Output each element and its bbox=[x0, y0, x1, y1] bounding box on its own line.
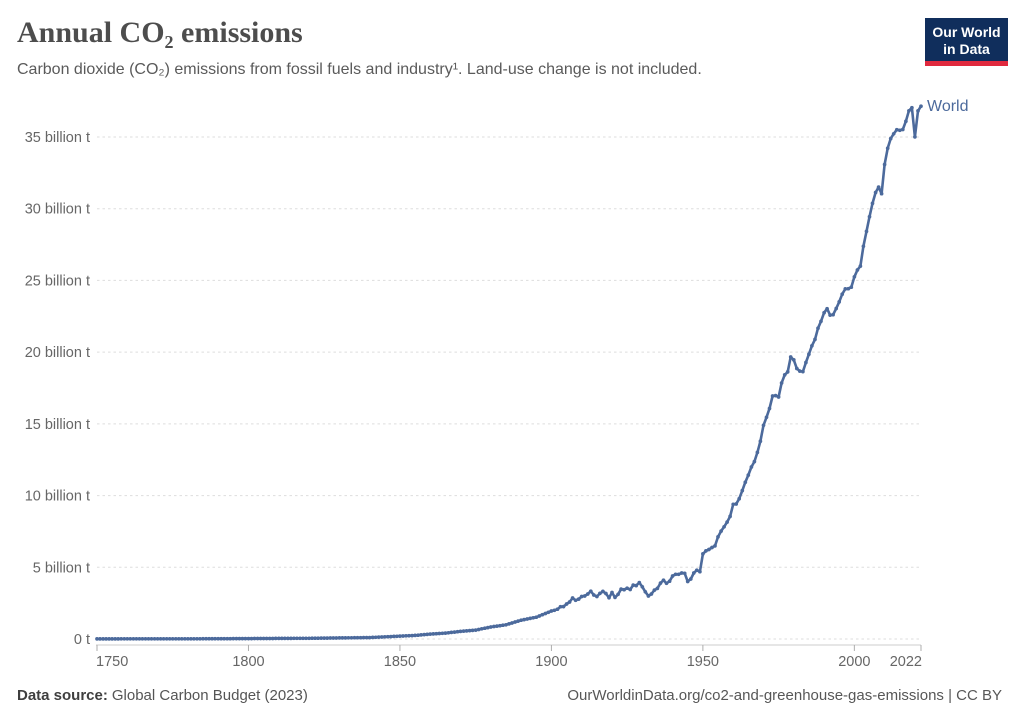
x-tick-label: 2000 bbox=[838, 654, 870, 670]
y-tick-label: 35 billion t bbox=[25, 130, 90, 146]
x-tick-label: 1800 bbox=[232, 654, 264, 670]
y-tick-label: 10 billion t bbox=[25, 489, 90, 505]
footer-link[interactable]: OurWorldinData.org/co2-and-greenhouse-ga… bbox=[567, 687, 1002, 704]
chart-subtitle: Carbon dioxide (CO₂) emissions from foss… bbox=[17, 61, 702, 78]
x-axis: 1750 1800 1850 1900 1950 2000 2022 bbox=[96, 644, 922, 670]
owid-logo-line2: in Data bbox=[943, 40, 990, 57]
gridlines bbox=[97, 136, 921, 640]
x-tick-label: 1850 bbox=[384, 654, 416, 670]
owid-logo-line1: Our World bbox=[932, 24, 1001, 40]
series-markers-world bbox=[95, 104, 923, 641]
y-tick-label: 30 billion t bbox=[25, 202, 90, 218]
y-tick-label: 5 billion t bbox=[33, 560, 90, 576]
chart-canvas: 0 t 5 billion t 10 billion t 15 billion t 20… bbox=[25, 98, 969, 670]
owid-logo[interactable]: Our World in Data bbox=[925, 18, 1008, 67]
y-axis-labels: 0 t 5 billion t 10 billion t 15 billion t 20… bbox=[25, 130, 90, 648]
data-source-label: Data source: bbox=[17, 687, 108, 704]
x-tick-label: 1750 bbox=[96, 654, 128, 670]
series-line-world bbox=[95, 104, 923, 641]
y-tick-label: 20 billion t bbox=[25, 345, 90, 361]
y-tick-label: 15 billion t bbox=[25, 417, 90, 433]
x-tick-label: 1950 bbox=[687, 654, 719, 670]
x-tick-label: 1900 bbox=[535, 654, 567, 670]
data-source: Data source: Global Carbon Budget (2023) bbox=[17, 687, 308, 704]
x-tick-label: 2022 bbox=[890, 654, 922, 670]
page-title: Annual CO₂ emissions bbox=[17, 16, 303, 49]
y-tick-label: 0 t bbox=[74, 632, 90, 648]
series-label-world[interactable]: World bbox=[927, 98, 969, 115]
data-source-value: Global Carbon Budget (2023) bbox=[111, 687, 308, 704]
y-tick-label: 25 billion t bbox=[25, 273, 90, 289]
